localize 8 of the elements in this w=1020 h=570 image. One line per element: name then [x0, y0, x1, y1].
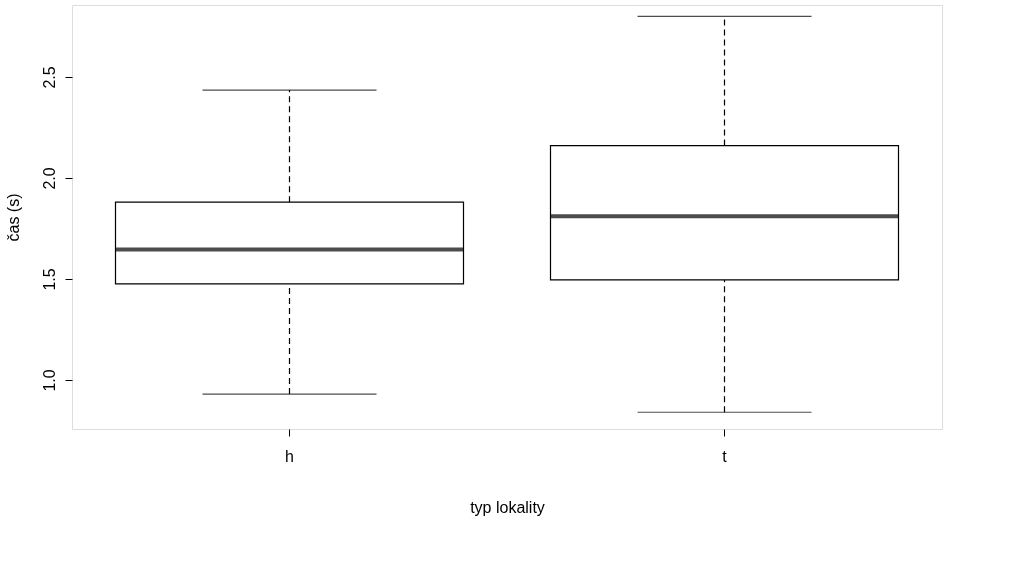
y-tick-label: 2.5 — [40, 66, 58, 89]
y-tick-label: 1.0 — [40, 369, 58, 392]
x-tick-label: h — [285, 447, 294, 465]
y-tick-label: 1.5 — [40, 268, 58, 291]
y-axis-title: čas (s) — [4, 193, 22, 242]
y-tick-label: 2.0 — [40, 167, 58, 190]
x-axis-title: typ lokality — [470, 498, 545, 516]
x-tick-label: t — [722, 447, 728, 465]
